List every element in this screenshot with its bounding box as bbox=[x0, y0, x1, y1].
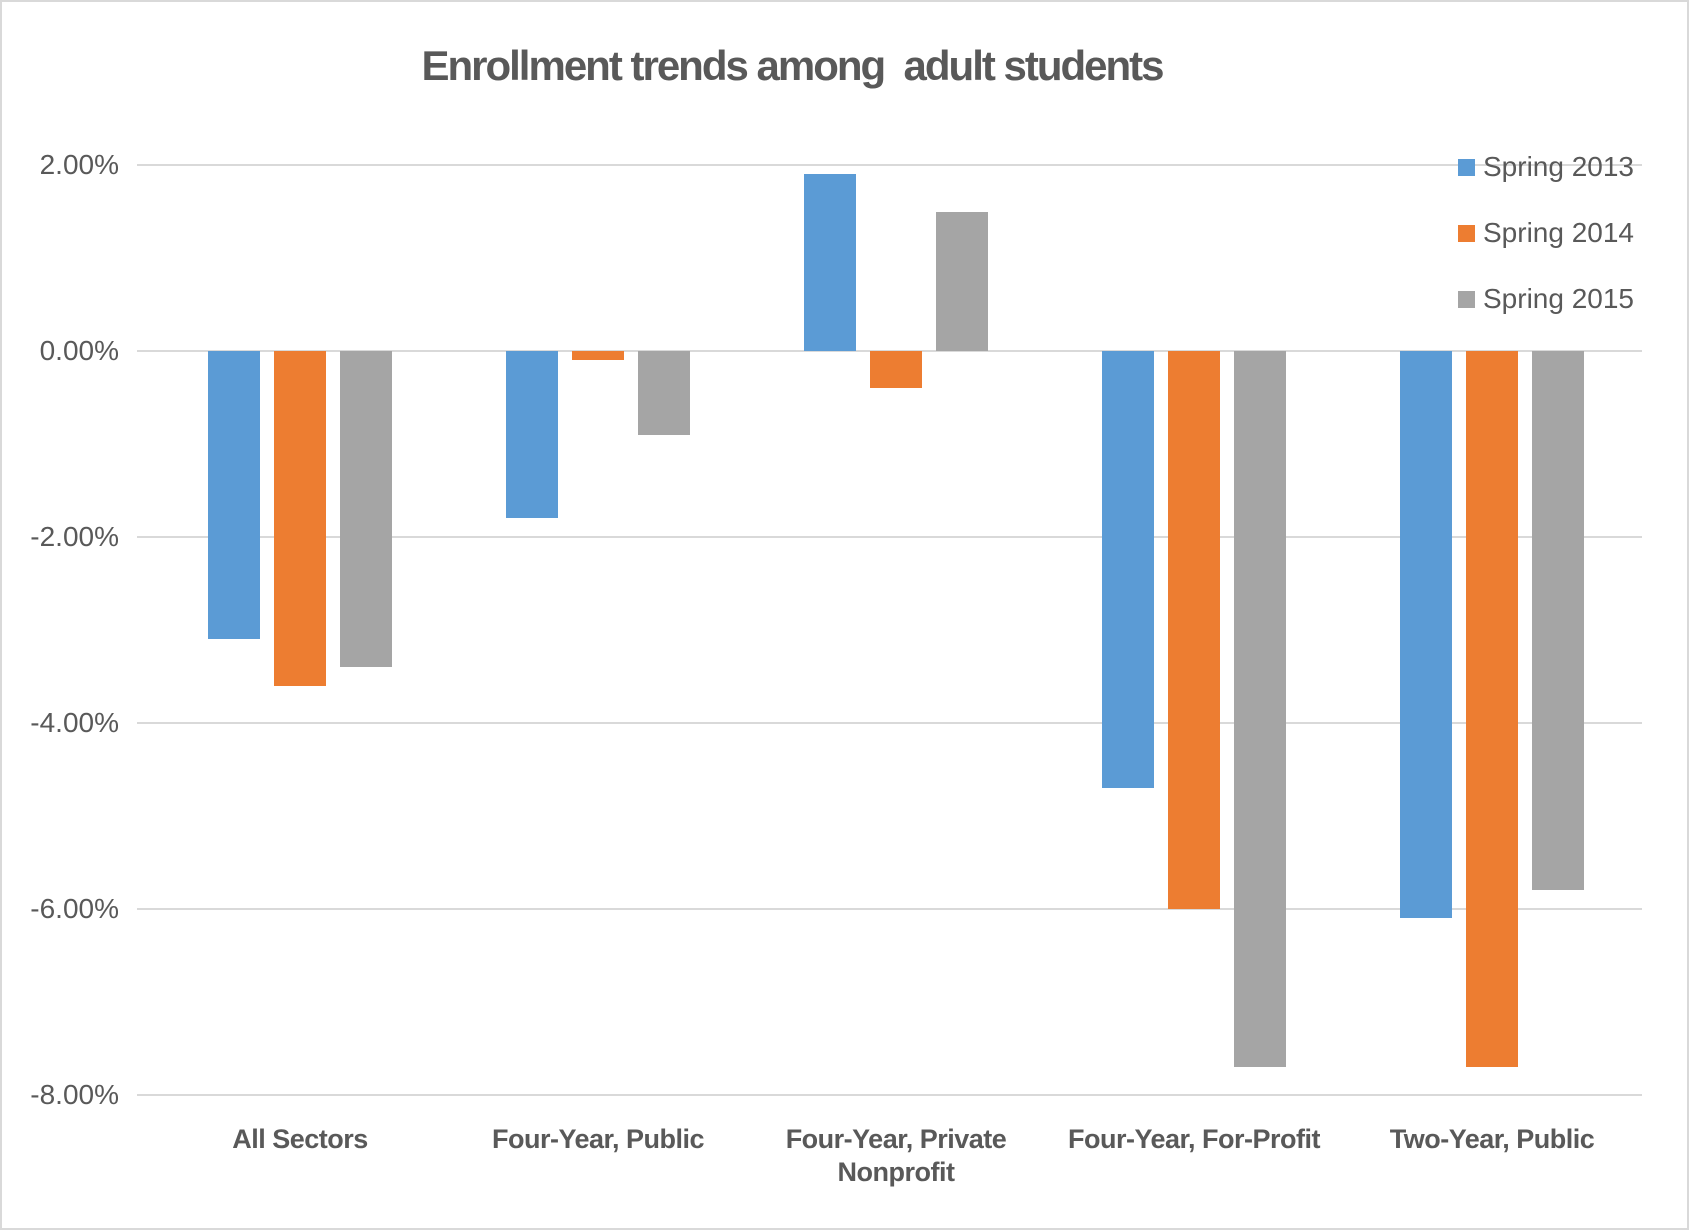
bar-spring-2015-all-sectors bbox=[340, 351, 392, 668]
bar-spring-2014-all-sectors bbox=[274, 351, 326, 686]
y-axis-tick-label-2-00: -2.00% bbox=[30, 521, 119, 552]
bar-spring-2015-four-year-public bbox=[638, 351, 690, 435]
bar-spring-2015-four-year-private-nonprofit bbox=[936, 211, 988, 351]
chart-title: Enrollment trends among adult students bbox=[421, 42, 1164, 89]
gridline-8-00 bbox=[137, 1094, 1642, 1096]
bar-spring-2014-four-year-for-profit bbox=[1168, 351, 1220, 909]
y-axis-tick-label-4-00: -4.00% bbox=[30, 707, 119, 738]
y-axis-tick-label-0-00: 0.00% bbox=[39, 335, 119, 366]
gridline-2-00 bbox=[137, 536, 1642, 538]
gridline-2-00 bbox=[137, 164, 1642, 166]
gridline-4-00 bbox=[137, 722, 1642, 724]
legend-item-spring-2015: Spring 2015 bbox=[1458, 282, 1634, 316]
gridline-6-00 bbox=[137, 908, 1642, 910]
bar-spring-2015-four-year-for-profit bbox=[1234, 351, 1286, 1068]
legend-label-spring-2014: Spring 2014 bbox=[1483, 217, 1635, 248]
y-axis-tick-label-6-00: -6.00% bbox=[30, 893, 119, 924]
x-axis-label-all-sectors: All Sectors bbox=[232, 1124, 368, 1154]
bar-spring-2013-all-sectors bbox=[208, 351, 260, 640]
bar-spring-2013-four-year-public bbox=[506, 351, 558, 519]
x-axis-label-four-year-public: Four-Year, Public bbox=[491, 1124, 705, 1154]
legend-swatch-icon bbox=[1458, 224, 1475, 242]
y-axis-tick-label-2-00: 2.00% bbox=[39, 149, 119, 180]
x-axis-label-two-year-public: Two-Year, Public bbox=[1389, 1124, 1595, 1154]
bar-spring-2014-two-year-public bbox=[1466, 351, 1518, 1068]
legend-swatch-icon bbox=[1458, 158, 1475, 176]
x-axis-label-four-year-for-profit: Four-Year, For-Profit bbox=[1067, 1124, 1321, 1154]
legend-item-spring-2014: Spring 2014 bbox=[1458, 216, 1634, 250]
y-axis-tick-label-8-00: -8.00% bbox=[30, 1079, 119, 1110]
x-axis-label-four-year-private-nonprofit: Four-Year, Private Nonprofit bbox=[785, 1124, 1007, 1187]
legend-label-spring-2015: Spring 2015 bbox=[1483, 283, 1635, 314]
bar-spring-2014-four-year-private-nonprofit bbox=[870, 351, 922, 389]
legend-swatch-icon bbox=[1458, 290, 1475, 308]
bar-spring-2013-two-year-public bbox=[1400, 351, 1452, 919]
bar-spring-2015-two-year-public bbox=[1532, 351, 1584, 891]
legend-label-spring-2013: Spring 2013 bbox=[1483, 151, 1635, 182]
bar-spring-2013-four-year-private-nonprofit bbox=[804, 174, 856, 351]
legend-item-spring-2013: Spring 2013 bbox=[1458, 150, 1634, 184]
bar-spring-2013-four-year-for-profit bbox=[1102, 351, 1154, 789]
bar-spring-2014-four-year-public bbox=[572, 351, 624, 361]
